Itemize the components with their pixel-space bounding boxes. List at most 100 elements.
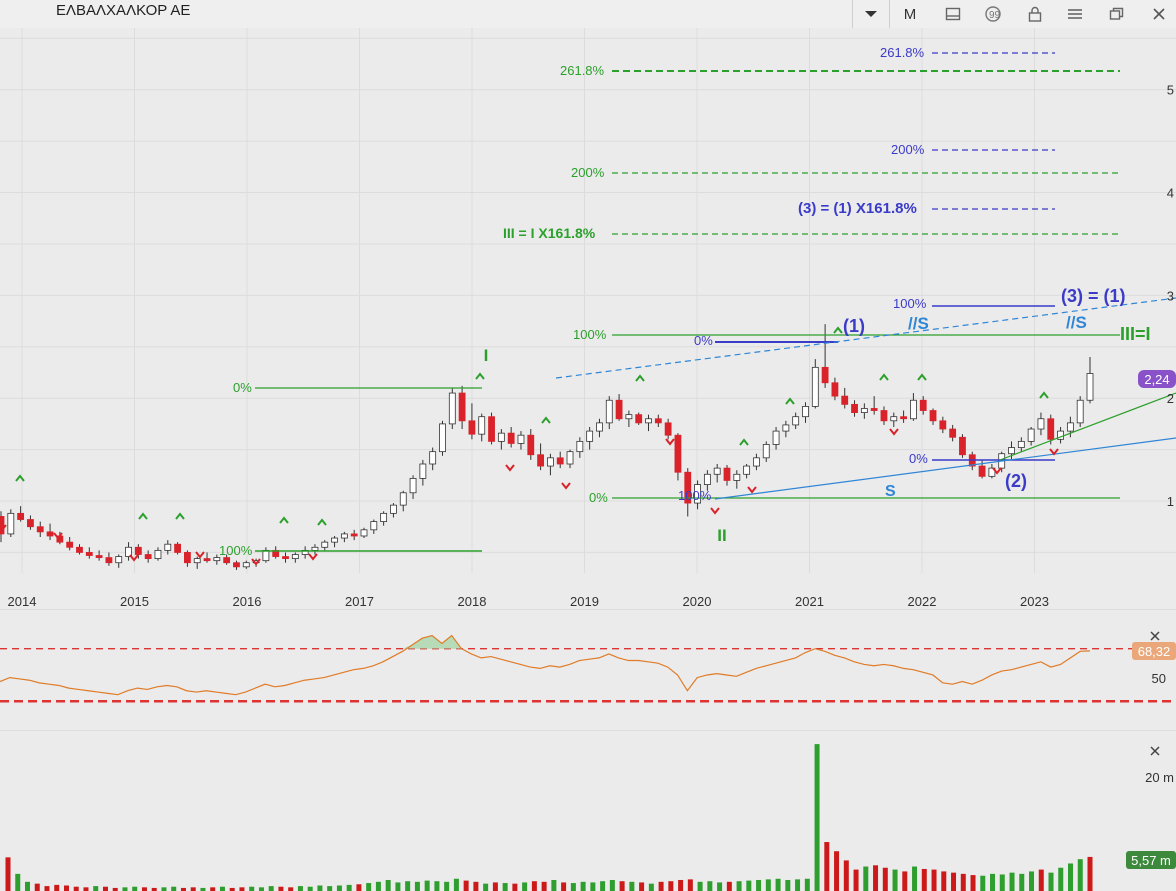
close-icon[interactable]: [1150, 631, 1160, 641]
candle: [556, 457, 564, 465]
fib-label-green: 0%: [233, 380, 252, 395]
candle: [439, 423, 446, 453]
candle: [291, 554, 299, 560]
close-icon[interactable]: [1150, 746, 1160, 756]
volume-bar: [795, 879, 801, 891]
candle: [429, 451, 437, 465]
x-tick-label: 2019: [570, 594, 599, 609]
candle: [213, 557, 221, 562]
wave-label: //S: [908, 314, 929, 333]
volume-bar: [804, 878, 810, 891]
menu-icon[interactable]: [1064, 0, 1086, 28]
wave-label: I: [484, 346, 489, 365]
candle: [1037, 418, 1045, 430]
candle: [860, 408, 868, 413]
candle: [625, 414, 633, 420]
volume-bar: [141, 887, 147, 891]
candle: [7, 512, 15, 535]
candle: [95, 555, 103, 558]
volume-bar: [609, 879, 615, 891]
volume-bar: [44, 886, 50, 891]
candle: [242, 562, 250, 568]
candle: [978, 465, 986, 477]
pivot-high-marker: [279, 516, 289, 524]
candle: [645, 418, 652, 424]
y-tick-label: 5: [1167, 83, 1174, 98]
volume-bar: [1068, 863, 1074, 891]
volume-chart[interactable]: 20 m 5,57 m: [0, 730, 1176, 891]
x-tick-label: 2022: [908, 594, 937, 609]
candle: [811, 366, 819, 407]
volume-bar: [161, 887, 167, 891]
elliott-annotations: 261.8% 200% III = I X161.8% 100% 0% 100% 0% 100…: [0, 45, 1176, 566]
candle: [576, 440, 584, 453]
fib-label-blue: 100%: [893, 296, 927, 311]
chevron-down-icon[interactable]: [852, 0, 890, 28]
pivot-high-marker: [1039, 391, 1049, 399]
restore-window-icon[interactable]: [1106, 0, 1128, 28]
candle: [890, 416, 898, 422]
volume-bar: [960, 873, 966, 891]
volume-bar: [522, 882, 528, 891]
comment-icon[interactable]: 99: [982, 0, 1004, 28]
pivot-high-marker: [833, 326, 843, 334]
candle: [262, 549, 270, 562]
volume-bar: [63, 885, 69, 891]
volume-bar: [882, 867, 888, 891]
volume-bar: [200, 887, 206, 891]
price-grid: [0, 28, 1176, 573]
volume-bar: [580, 881, 586, 891]
candle: [1066, 422, 1074, 432]
candle: [880, 410, 888, 422]
candle: [929, 410, 937, 422]
x-tick-label: 2023: [1020, 594, 1049, 609]
pivot-high-marker: [785, 397, 795, 405]
pivot-low-marker: [53, 532, 63, 540]
panel-icon[interactable]: [942, 0, 964, 28]
close-icon[interactable]: [1148, 0, 1170, 28]
price-chart[interactable]: 261.8% 200% III = I X161.8% 100% 0% 100% 0% 100…: [0, 28, 1176, 610]
volume-bar: [775, 878, 781, 891]
rsi-value-label: 68,32: [1138, 644, 1171, 659]
volume-bar: [34, 883, 40, 891]
volume-bar: [834, 851, 840, 891]
candle: [900, 416, 907, 420]
candle: [0, 516, 5, 535]
volume-bar: [912, 866, 918, 891]
x-tick-label: 2018: [458, 594, 487, 609]
fib-label-blue: 261.8%: [880, 45, 925, 60]
volume-bar: [1058, 867, 1064, 891]
pivot-high-marker: [138, 512, 148, 520]
volume-bar: [756, 879, 762, 891]
candle: [1027, 428, 1035, 442]
period-button[interactable]: M: [903, 5, 917, 23]
candle: [125, 546, 132, 557]
volume-bar: [726, 881, 732, 891]
volume-bar: [678, 879, 684, 891]
volume-bar: [229, 887, 235, 891]
volume-bar: [307, 886, 313, 891]
candle: [46, 531, 54, 537]
volume-bar: [921, 868, 927, 891]
pivot-low-marker: [665, 438, 675, 446]
volume-bar: [824, 842, 830, 891]
fib-label-green: 0%: [589, 490, 608, 505]
volume-bar: [999, 874, 1005, 891]
lock-icon[interactable]: [1024, 0, 1046, 28]
pivot-high-marker: [475, 372, 485, 380]
candle: [713, 467, 721, 475]
volume-bar: [463, 880, 469, 891]
toolbar: ΕΛΒΑΛΧΑΛΚΟΡ ΑΕ M 99: [0, 0, 1176, 29]
volume-bar: [951, 872, 957, 891]
rsi-chart[interactable]: 50 68,32: [0, 624, 1176, 726]
volume-bar: [658, 881, 664, 891]
candle: [36, 526, 44, 533]
candle: [723, 467, 731, 481]
volume-bar: [863, 866, 869, 891]
volume-bar: [561, 882, 567, 891]
candle: [910, 399, 917, 420]
instrument-title: ΕΛΒΑΛΧΑΛΚΟΡ ΑΕ: [56, 2, 191, 19]
volume-bar: [385, 879, 391, 891]
volume-bar: [190, 887, 196, 891]
candle: [1086, 373, 1094, 401]
